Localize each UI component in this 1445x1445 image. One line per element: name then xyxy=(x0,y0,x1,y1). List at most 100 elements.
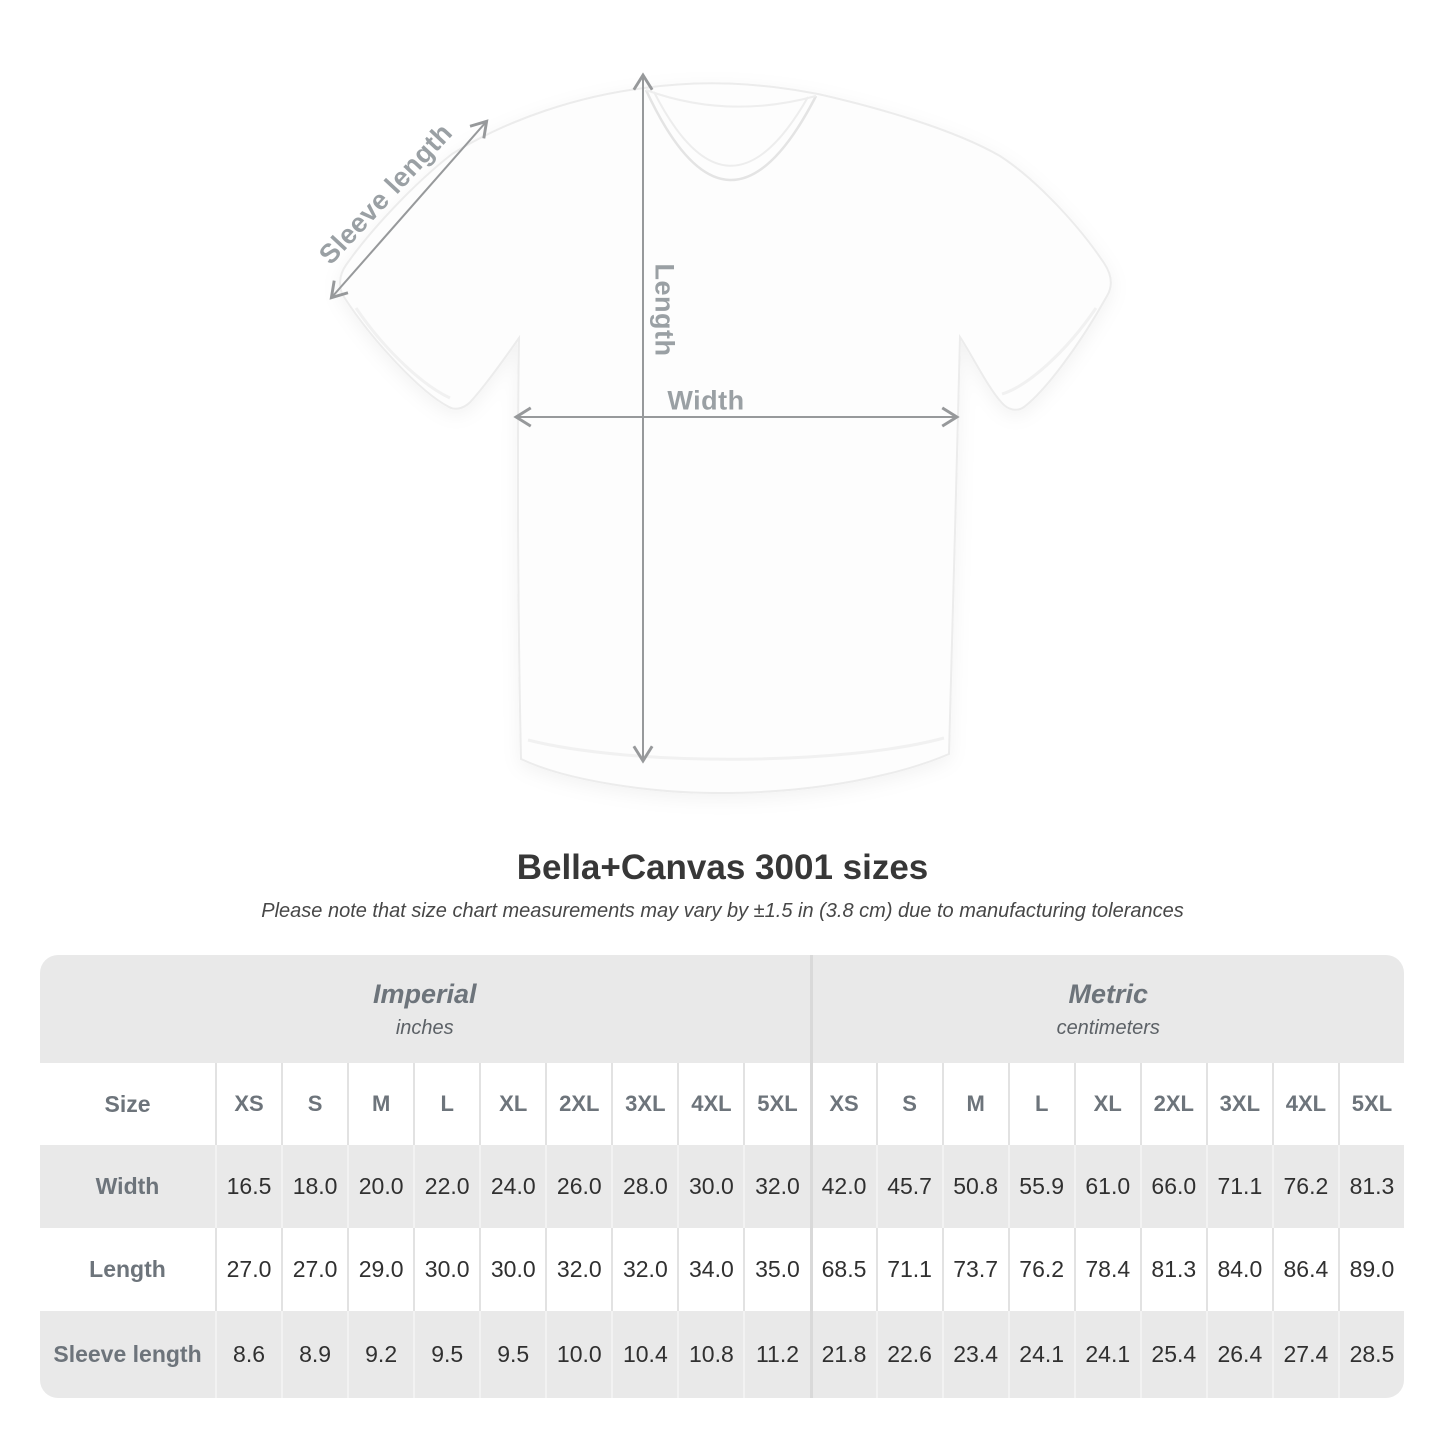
table-cell: S xyxy=(875,1063,942,1145)
imperial-header: Imperial inches xyxy=(40,955,810,1063)
table-cell: 27.0 xyxy=(281,1228,347,1311)
unit-header-band: Imperial inches Metric centimeters xyxy=(40,955,1404,1063)
table-cell: 71.1 xyxy=(1205,1145,1272,1228)
row-label: Size xyxy=(104,1090,151,1117)
table-cell: 76.2 xyxy=(1007,1228,1074,1311)
tshirt-measurement-diagram: Sleeve length Length Width xyxy=(313,72,1112,795)
table-cell: XL xyxy=(1073,1063,1140,1145)
table-cell: 5XL xyxy=(743,1063,809,1145)
table-cell: 66.0 xyxy=(1139,1145,1206,1228)
collar-outer-line xyxy=(644,89,818,182)
table-cell: 2XL xyxy=(1139,1063,1206,1145)
table-cell: L xyxy=(413,1063,479,1145)
table-cell: XS xyxy=(215,1063,281,1145)
left-cuff-stitch xyxy=(354,307,451,400)
table-cell: 32.0 xyxy=(545,1228,611,1311)
table-cell: 21.8 xyxy=(809,1311,876,1398)
table-cell: 86.4 xyxy=(1271,1228,1338,1311)
table-cell: 30.0 xyxy=(479,1228,545,1311)
table-cell: 42.0 xyxy=(809,1145,876,1228)
size-header-row: Size XS S M L XL 2XL 3XL 4XL 5XL XS S M L XL 2XL 3XL 4XL 5… xyxy=(40,1063,1404,1145)
table-cell: 5XL xyxy=(1337,1063,1404,1145)
table-cell: 35.0 xyxy=(743,1228,809,1311)
table-cell: 4XL xyxy=(677,1063,743,1145)
table-cell: 9.5 xyxy=(413,1311,479,1398)
table-cell: 9.2 xyxy=(347,1311,413,1398)
tshirt-body xyxy=(339,82,1112,795)
table-cell: 26.0 xyxy=(545,1145,611,1228)
table-cell: 68.5 xyxy=(809,1228,876,1311)
table-cell: 10.8 xyxy=(677,1311,743,1398)
table-row: Width 16.5 18.0 20.0 22.0 24.0 26.0 28.0 30.0 32.… xyxy=(40,1145,1404,1228)
table-cell: 2XL xyxy=(545,1063,611,1145)
right-cuff-stitch xyxy=(1001,307,1098,396)
table-cell: 71.1 xyxy=(875,1228,942,1311)
table-cell: 22.6 xyxy=(875,1311,942,1398)
table-cell: 45.7 xyxy=(875,1145,942,1228)
imperial-title: Imperial xyxy=(372,978,477,1009)
table-cell: 28.0 xyxy=(611,1145,677,1228)
row-label: Sleeve length xyxy=(53,1341,202,1367)
collar-inner-line xyxy=(653,91,809,167)
collar-back-line xyxy=(645,89,817,108)
table-cell: M xyxy=(347,1063,413,1145)
table-cell: 11.2 xyxy=(743,1311,809,1398)
table-cell: 78.4 xyxy=(1073,1228,1140,1311)
table-cell: 24.0 xyxy=(479,1145,545,1228)
table-cell: 16.5 xyxy=(215,1145,281,1228)
page-title: Bella+Canvas 3001 sizes xyxy=(516,848,929,887)
table-cell: 18.0 xyxy=(281,1145,347,1228)
table-cell: 8.6 xyxy=(215,1311,281,1398)
table-row: Sleeve length 8.6 8.9 9.2 9.5 9.5 10.0 10.4 10.8… xyxy=(40,1311,1404,1398)
table-row: Length 27.0 27.0 29.0 30.0 30.0 32.0 32.0 34.0 35… xyxy=(40,1228,1404,1311)
table-cell: 8.9 xyxy=(281,1311,347,1398)
imperial-subtitle: inches xyxy=(395,1016,454,1039)
table-cell: 30.0 xyxy=(413,1228,479,1311)
width-label: Width xyxy=(667,385,745,416)
table-cell: 32.0 xyxy=(611,1228,677,1311)
table-cell: L xyxy=(1007,1063,1074,1145)
row-label: Width xyxy=(95,1173,160,1199)
tolerance-note: Please note that size chart measurements… xyxy=(261,900,1184,922)
table-cell: 81.3 xyxy=(1139,1228,1206,1311)
table-cell: 24.1 xyxy=(1073,1311,1140,1398)
table-cell: 25.4 xyxy=(1139,1311,1206,1398)
table-cell: 28.5 xyxy=(1337,1311,1404,1398)
table-cell: 24.1 xyxy=(1007,1311,1074,1398)
table-cell: 26.4 xyxy=(1205,1311,1272,1398)
table-cell: 27.0 xyxy=(215,1228,281,1311)
table-cell: 23.4 xyxy=(941,1311,1008,1398)
table-cell: 29.0 xyxy=(347,1228,413,1311)
table-cell: 61.0 xyxy=(1073,1145,1140,1228)
size-table: Imperial inches Metric centimeters Size X… xyxy=(40,955,1404,1398)
table-cell: 9.5 xyxy=(479,1311,545,1398)
table-cell: 10.0 xyxy=(545,1311,611,1398)
metric-title: Metric xyxy=(1068,978,1149,1009)
table-cell: 20.0 xyxy=(347,1145,413,1228)
tshirt-graphic xyxy=(329,72,1112,795)
table-cell: 73.7 xyxy=(941,1228,1008,1311)
table-cell: S xyxy=(281,1063,347,1145)
table-cell: 4XL xyxy=(1271,1063,1338,1145)
table-cell: 22.0 xyxy=(413,1145,479,1228)
table-cell: M xyxy=(941,1063,1008,1145)
table-cell: 10.4 xyxy=(611,1311,677,1398)
table-cell: 30.0 xyxy=(677,1145,743,1228)
table-cell: 34.0 xyxy=(677,1228,743,1311)
table-cell: 55.9 xyxy=(1007,1145,1074,1228)
table-cell: 32.0 xyxy=(743,1145,809,1228)
table-rows: Size XS S M L XL 2XL 3XL 4XL 5XL XS S M L XL 2XL 3XL 4XL 5… xyxy=(40,1063,1404,1398)
table-cell: XL xyxy=(479,1063,545,1145)
table-cell: 3XL xyxy=(611,1063,677,1145)
table-cell: XS xyxy=(809,1063,876,1145)
table-cell: 84.0 xyxy=(1205,1228,1272,1311)
table-cell: 27.4 xyxy=(1271,1311,1338,1398)
table-cell: 3XL xyxy=(1205,1063,1272,1145)
length-label: Length xyxy=(649,263,680,357)
hem-stitch-line xyxy=(527,736,945,761)
table-cell: 89.0 xyxy=(1337,1228,1404,1311)
table-cell: 76.2 xyxy=(1271,1145,1338,1228)
sleeve-length-arrow xyxy=(329,119,489,300)
heading: Bella+Canvas 3001 sizes Please note that… xyxy=(0,848,1445,923)
table-cell: 50.8 xyxy=(941,1145,1008,1228)
